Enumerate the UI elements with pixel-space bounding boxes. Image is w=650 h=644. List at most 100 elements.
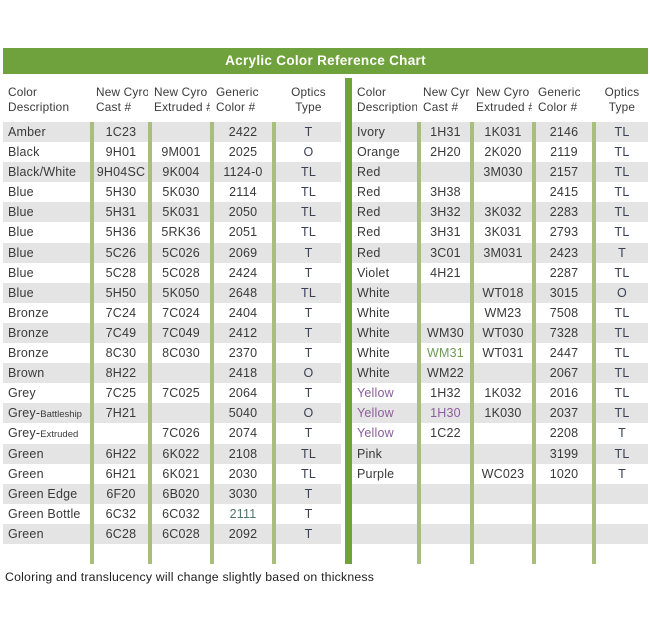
column-divider-line xyxy=(532,443,536,464)
column-divider-line xyxy=(417,262,421,283)
cast-number-cell: 5H30 xyxy=(105,185,137,200)
table-row: White WT018 3015 O xyxy=(352,282,648,303)
column-divider-line xyxy=(90,523,94,544)
column-divider-line xyxy=(417,363,421,384)
column-divider-line xyxy=(272,483,276,504)
optics-type-cell xyxy=(596,524,648,544)
table-row: Yellow 1C22 2208 T xyxy=(352,423,648,444)
column-divider-line xyxy=(592,503,596,524)
left-table: Color Description New Cyro Cast # New Cyro Ex… xyxy=(3,78,341,565)
column-divider-line xyxy=(148,162,152,183)
column-header: Optics Type xyxy=(604,85,640,114)
table-row: Green Edge 6F20 6B020 3030 T xyxy=(3,483,341,504)
column-divider-line xyxy=(592,443,596,464)
color-description-cell: Orange xyxy=(357,145,400,160)
color-description-cell: Grey xyxy=(8,386,36,401)
extruded-number-cell: 8C030 xyxy=(162,346,200,361)
column-divider-line xyxy=(148,142,152,163)
color-description-cell: Red xyxy=(357,185,381,200)
column-divider-line xyxy=(148,202,152,223)
optics-type-cell: TL xyxy=(301,285,316,300)
color-description-cell: Ivory xyxy=(357,125,386,139)
empty-filler-row xyxy=(352,523,648,544)
column-divider-line xyxy=(592,302,596,323)
color-description-cell: Brown xyxy=(8,366,45,381)
optics-type-cell: T xyxy=(304,346,313,361)
column-divider-line xyxy=(210,463,214,484)
table-row: Blue 5C26 5C026 2069 T xyxy=(3,242,341,263)
extruded-number-cell xyxy=(474,524,532,544)
column-divider-line xyxy=(592,543,596,565)
optics-type-cell: T xyxy=(304,125,313,139)
column-divider-line xyxy=(532,122,536,143)
column-divider-line xyxy=(90,543,94,565)
optics-type-cell: TL xyxy=(614,386,630,401)
extruded-number-cell: 5C026 xyxy=(162,245,200,260)
column-divider-line xyxy=(532,142,536,163)
column-divider-line xyxy=(470,162,474,183)
column-divider-line xyxy=(592,343,596,364)
column-divider-line xyxy=(272,142,276,163)
table-row: Red 3C01 3M031 2423 T xyxy=(352,242,648,263)
column-divider-line xyxy=(148,222,152,243)
cast-number-cell: 5H50 xyxy=(105,285,137,300)
cast-number-cell: 8H22 xyxy=(105,366,137,381)
column-divider-line xyxy=(210,543,214,565)
cast-number-cell xyxy=(421,504,470,524)
table-row: Green 6H22 6K022 2108 TL xyxy=(3,443,341,464)
cast-number-cell: 5C26 xyxy=(105,245,137,260)
column-divider-line xyxy=(417,162,421,183)
optics-type-cell: T xyxy=(304,245,313,260)
empty-filler-row xyxy=(352,543,648,565)
column-header: Optics Type xyxy=(291,85,326,114)
column-divider-line xyxy=(272,222,276,243)
column-divider-line xyxy=(592,162,596,183)
color-description-cell: Blue xyxy=(8,265,34,280)
table-row: Black/White 9H04SC 9K004 1124-0 TL xyxy=(3,162,341,183)
color-description-cell: Blue xyxy=(8,245,34,260)
extruded-number-cell xyxy=(474,444,532,464)
column-divider-line xyxy=(532,383,536,404)
generic-color-cell: 1124-0 xyxy=(223,165,263,180)
cast-number-cell: 7C49 xyxy=(105,325,137,340)
table-row: Ivory 1H31 1K031 2146 TL xyxy=(352,122,648,143)
generic-color-cell: 2092 xyxy=(228,526,258,541)
column-divider-line xyxy=(210,142,214,163)
column-divider-line xyxy=(90,322,94,344)
column-divider-line xyxy=(592,282,596,303)
table-row: Grey-Battleship 7H21 5040 O xyxy=(3,403,341,424)
column-divider-line xyxy=(272,403,276,424)
cast-number-cell: 3H32 xyxy=(430,205,461,220)
optics-type-cell: TL xyxy=(301,185,316,200)
column-divider-line xyxy=(592,363,596,384)
table-row: Brown 8H22 2418 O xyxy=(3,363,341,384)
generic-color-cell: 3015 xyxy=(549,285,579,300)
column-divider-line xyxy=(90,343,94,364)
column-divider-line xyxy=(210,383,214,404)
cast-number-cell xyxy=(421,524,470,544)
generic-color-cell: 5040 xyxy=(228,406,258,421)
generic-color-cell: 2119 xyxy=(550,145,578,160)
footer-note: Coloring and translucency will change sl… xyxy=(5,570,375,584)
optics-type-cell xyxy=(276,544,341,564)
generic-color-cell: 2423 xyxy=(549,245,579,260)
color-description-cell xyxy=(352,484,417,504)
column-header: New Cyro Extruded # xyxy=(476,85,532,114)
column-divider-line xyxy=(210,182,214,203)
optics-type-cell: TL xyxy=(301,165,316,180)
table-body: Ivory 1H31 1K031 2146 TL Orange 2H20 2K020 2119 T… xyxy=(352,122,648,565)
column-divider-line xyxy=(148,282,152,303)
column-divider-line xyxy=(272,443,276,464)
empty-filler-row xyxy=(352,483,648,504)
column-divider-line xyxy=(272,202,276,223)
generic-color-cell xyxy=(214,544,272,564)
extruded-number-cell: 7C026 xyxy=(162,426,200,441)
extruded-number-cell xyxy=(152,122,210,142)
column-divider-line xyxy=(532,423,536,444)
color-description-cell: Green xyxy=(8,466,44,481)
extruded-number-cell: WT018 xyxy=(482,285,524,300)
column-divider-line xyxy=(148,423,152,444)
column-divider-line xyxy=(210,202,214,223)
cast-number-cell: 7C25 xyxy=(105,386,137,401)
column-divider-line xyxy=(532,222,536,243)
